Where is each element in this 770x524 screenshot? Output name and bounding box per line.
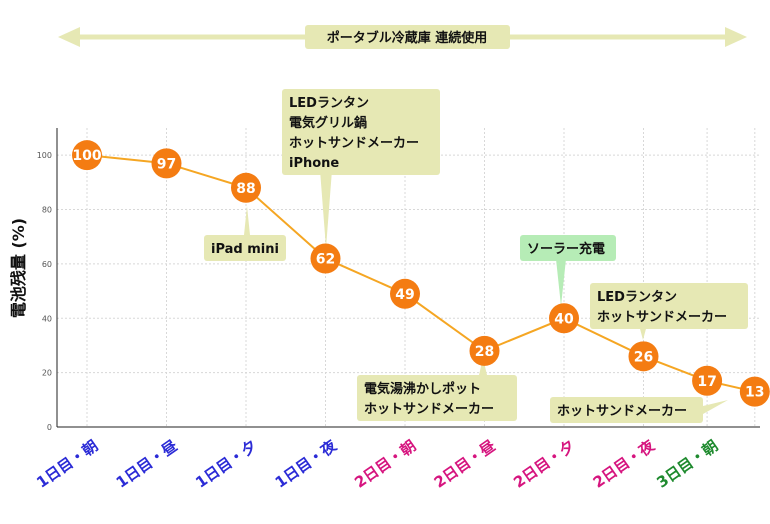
banner-arrow-left-head — [58, 27, 80, 47]
annotation-text: ソーラー充電 — [527, 241, 605, 257]
banner-box — [305, 25, 510, 49]
annotation-text: ホットサンドメーカー — [289, 136, 419, 151]
annotation-pointer — [703, 400, 728, 414]
x-tick-label: 2日目・夜 — [590, 436, 659, 492]
x-tick-label: 1日目・夜 — [272, 436, 341, 492]
data-point-marker — [151, 148, 182, 179]
annotation-box — [590, 283, 748, 329]
data-point-label: 100 — [72, 148, 101, 164]
y-tick-label: 40 — [42, 314, 52, 323]
annotation-pointer — [479, 358, 487, 375]
y-axis-label: 電池残量 (%) — [9, 218, 28, 318]
annotation-callout: ホットサンドメーカー — [550, 397, 728, 423]
annotation-callout: ソーラー充電 — [520, 235, 616, 306]
data-point-marker — [231, 172, 261, 203]
annotation-text: LEDランタン — [289, 96, 369, 111]
data-point-label: 49 — [395, 287, 414, 303]
banner-arrow-right-head — [725, 27, 747, 47]
data-point-label: 62 — [316, 251, 335, 267]
data-point-marker — [549, 303, 579, 334]
data-point-marker — [692, 365, 723, 396]
x-tick-label: 2日目・朝 — [351, 437, 419, 492]
data-point-label: 40 — [554, 311, 574, 327]
series-polyline — [86, 154, 756, 393]
y-tick-label: 60 — [42, 260, 52, 269]
data-point-marker — [390, 278, 420, 309]
x-tick-label: 1日目・朝 — [33, 437, 101, 492]
annotation-text: LEDランタン — [597, 290, 677, 305]
data-point-marker — [739, 376, 770, 407]
x-tick-label: 3日目・朝 — [653, 437, 721, 492]
x-tick-label: 1日目・昼 — [113, 437, 181, 492]
x-tick-labels: 1日目・朝 1日目・昼 1日目・夕 1日目・夜 2日目・朝 2日目・昼 2日目・夕 2日目・夜… — [33, 436, 721, 492]
data-point-label: 26 — [634, 349, 653, 365]
data-point-marker — [628, 341, 659, 372]
annotation-box — [520, 235, 616, 261]
y-tick-label: 100 — [37, 151, 52, 160]
data-point-marker — [469, 335, 500, 366]
y-tick-label: 20 — [42, 369, 52, 378]
y-tick-label: 0 — [47, 423, 52, 432]
annotation-box — [550, 397, 703, 423]
data-point-label: 88 — [236, 181, 255, 197]
annotation-callout: iPad mini — [204, 206, 286, 261]
x-tick-label: 1日目・夕 — [192, 437, 260, 492]
annotation-box — [204, 235, 286, 261]
annotation-text: ホットサンドメーカー — [597, 310, 727, 325]
data-point-marker — [310, 243, 341, 274]
x-tick-label: 2日目・昼 — [431, 437, 499, 492]
x-tick-label: 2日目・夕 — [510, 437, 578, 492]
series-line — [86, 154, 756, 393]
annotation-text: 電気グリル鍋 — [289, 115, 367, 131]
annotation-text: iPad mini — [211, 242, 279, 257]
annotation-text: ホットサンドメーカー — [364, 402, 494, 417]
data-point-label: 28 — [475, 344, 494, 360]
annotation-text: iPhone — [289, 156, 339, 171]
annotation-box — [282, 89, 440, 175]
annotation-text: ホットサンドメーカー — [557, 404, 687, 419]
annotation-text: 電気湯沸かしポット — [364, 381, 481, 397]
data-point-label: 13 — [745, 385, 764, 401]
data-point-marker — [72, 140, 102, 171]
banner-label: ポータブル冷蔵庫 連続使用 — [327, 30, 488, 46]
annotation-pointer — [320, 170, 332, 248]
data-points: 100 97 88 62 49 28 40 26 17 13 — [72, 140, 770, 407]
data-point-label: 17 — [697, 374, 716, 390]
annotation-box — [357, 375, 517, 421]
y-tick-label: 80 — [42, 206, 52, 215]
banner: ポータブル冷蔵庫 連続使用 — [58, 25, 747, 49]
annotations: iPad miniLEDランタン電気グリル鍋ホットサンドメーカーiPhone電気… — [204, 89, 748, 423]
annotation-pointer — [244, 206, 250, 235]
annotation-pointer — [556, 259, 566, 306]
axes: 0 20 40 60 80 100 — [37, 128, 760, 432]
data-point-label: 97 — [157, 156, 176, 172]
